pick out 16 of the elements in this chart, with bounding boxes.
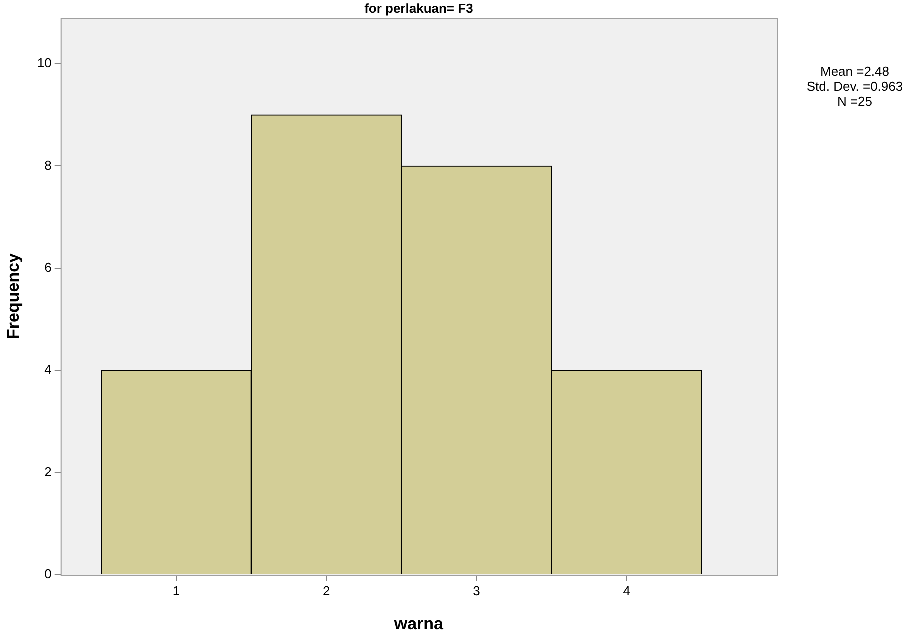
y-tick-label: 8: [44, 158, 52, 173]
y-tick-label: 4: [44, 362, 52, 378]
y-tick-label: 2: [44, 464, 52, 480]
x-tick-label: 3: [473, 583, 480, 598]
text: Mean =2.48: [819, 64, 891, 79]
x-tick-label: 1: [172, 583, 180, 598]
y-axis-title: Frequency: [4, 252, 23, 340]
chart-title: for perlakuan= F3: [364, 1, 474, 16]
x-tick-label: 4: [623, 583, 630, 598]
y-tick-label: 10: [37, 56, 52, 71]
y-tick-label: 6: [44, 260, 52, 275]
y-tick-label: 0: [44, 566, 52, 582]
x-tick-label: 2: [322, 583, 330, 598]
text: N =25: [836, 94, 874, 109]
x-axis-title: warna: [393, 614, 444, 634]
text: Std. Dev. =0.963: [806, 79, 904, 94]
